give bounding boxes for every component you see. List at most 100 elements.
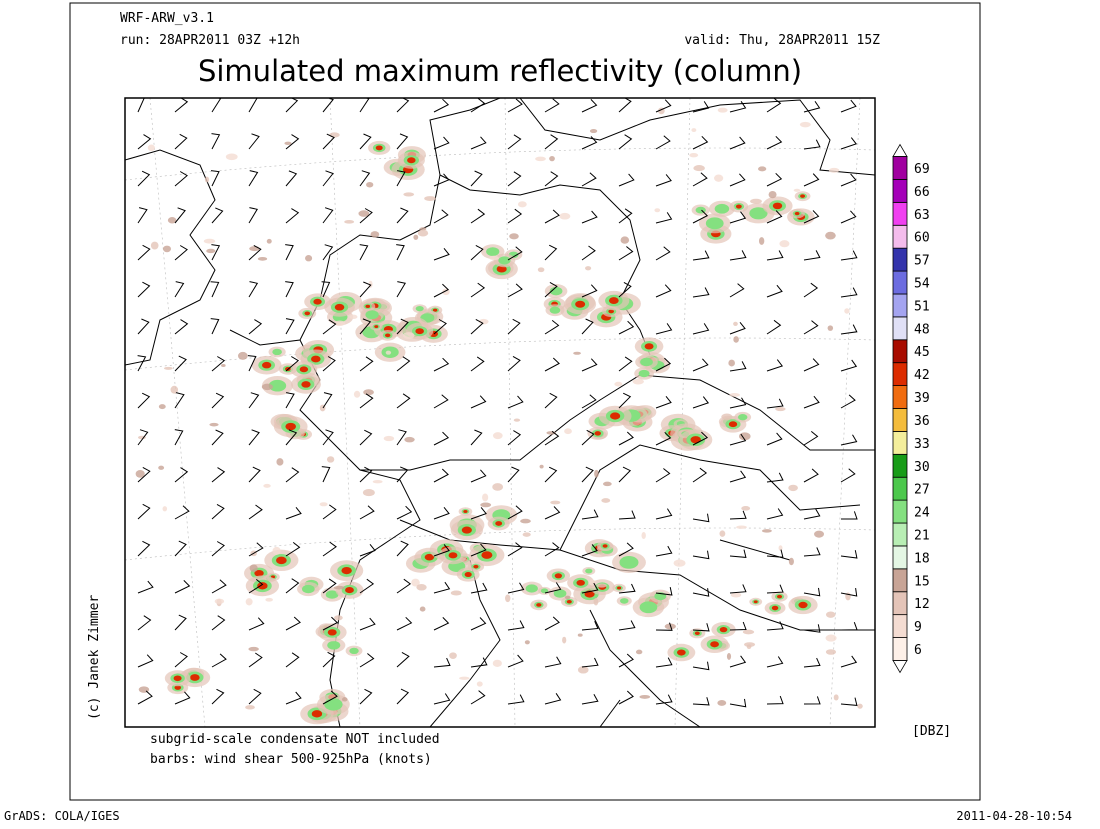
echo (492, 659, 502, 667)
wind-barb (581, 657, 599, 668)
wind-barb (322, 616, 339, 631)
wind-barb (322, 690, 338, 705)
wind-barb (581, 210, 598, 224)
wind-barb (248, 207, 258, 224)
wind-barb (470, 356, 485, 372)
colorbar-cap (892, 143, 908, 157)
wind-barb (507, 283, 523, 298)
wind-barb (322, 98, 334, 113)
wind-barb (544, 244, 558, 261)
echo (614, 381, 623, 387)
wind-barb (618, 620, 636, 631)
wind-barb (396, 244, 405, 261)
wind-barb (581, 394, 597, 409)
wind-barb (359, 505, 375, 520)
wind-barb (581, 284, 598, 298)
echo (162, 245, 172, 253)
wind-barb (618, 134, 633, 150)
wind-barb (396, 170, 406, 187)
wind-barb (322, 504, 337, 520)
coastlines-borders (125, 98, 875, 727)
echo (334, 303, 345, 311)
wind-barb (544, 357, 560, 372)
echo (673, 559, 686, 567)
wind-barb (803, 587, 821, 597)
colorbar-box (892, 522, 908, 547)
wind-barb (618, 98, 632, 113)
echo (245, 598, 253, 606)
echo (311, 710, 323, 718)
colorbar-box (892, 201, 908, 226)
wind-barb (285, 467, 300, 483)
wind-barb (692, 661, 710, 671)
wind-barb (655, 657, 673, 668)
wind-barb (729, 510, 747, 520)
wind-barb (137, 466, 151, 483)
wind-barb (692, 323, 710, 335)
wind-barb (359, 466, 373, 483)
wind-barb (729, 321, 746, 335)
wind-barb (137, 429, 149, 446)
echo (577, 666, 589, 674)
wind-barb (692, 697, 710, 706)
colorbar-box (892, 476, 908, 501)
echo (761, 529, 772, 533)
echo (333, 585, 346, 590)
wind-barb (174, 281, 185, 298)
echo (432, 308, 438, 312)
echo (768, 190, 777, 199)
echo (257, 256, 268, 261)
wind-barb (174, 171, 188, 187)
wind-barb (433, 544, 450, 557)
echo (585, 266, 592, 271)
echo (788, 484, 798, 492)
footer-right: 2011-04-28-10:54 (956, 809, 1072, 823)
echo (203, 238, 216, 244)
wind-barb (840, 394, 856, 409)
wind-barb (470, 98, 486, 113)
wind-barb (396, 281, 406, 298)
echo (721, 413, 733, 420)
echo (324, 698, 343, 711)
wind-barb (618, 246, 634, 261)
wind-barb (359, 429, 373, 446)
wind-barb (840, 359, 858, 372)
echo (495, 521, 503, 526)
echo (372, 480, 383, 484)
wind-barb (581, 620, 599, 631)
wind-barb (396, 393, 411, 409)
wind-barb (766, 549, 784, 558)
wind-barb (174, 580, 191, 594)
echo (305, 255, 313, 262)
colorbar-label: 24 (914, 506, 930, 521)
echo (375, 145, 383, 151)
wind-barb (396, 429, 407, 446)
wind-barb (581, 466, 594, 483)
echo (374, 325, 379, 328)
wind-barb (766, 319, 782, 335)
wind-barb (544, 542, 560, 557)
echo (272, 348, 282, 356)
echo (285, 422, 296, 431)
wind-barb (692, 550, 710, 560)
echo (638, 369, 650, 378)
echo (690, 436, 701, 444)
colorbar-box (892, 270, 908, 295)
wind-barb (655, 586, 673, 596)
echo (326, 456, 335, 463)
wind-barb (581, 358, 598, 372)
echo (735, 204, 742, 209)
wind-barb (359, 133, 372, 150)
wind-barb (581, 318, 594, 335)
wind-barb (174, 505, 190, 520)
colorbar-label: 27 (914, 483, 930, 498)
echo (268, 379, 287, 392)
wind-barb (581, 172, 597, 187)
wind-barb (137, 654, 154, 668)
wind-barb (655, 395, 672, 409)
wind-barb (470, 429, 483, 446)
wind-barb (803, 210, 820, 224)
wind-barb (248, 429, 260, 446)
wind-barb (803, 696, 821, 705)
